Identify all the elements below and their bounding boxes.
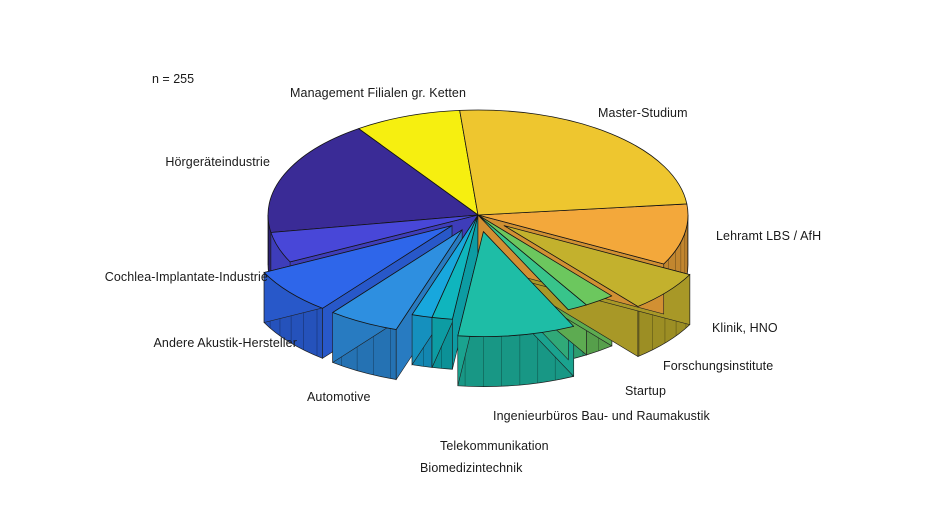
slice-label-startup: Startup	[625, 384, 667, 398]
pie-slice-top	[477, 214, 613, 306]
slice-label-management-filialen: Management Filialen gr. Ketten	[290, 86, 467, 100]
pie-slice-top	[457, 231, 575, 337]
slice-label-andere-akustik-hersteller: Andere Akustik-Hersteller	[153, 336, 297, 350]
slice-label-ingenieurbueros: Ingenieurbüros Bau- und Raumakustik	[493, 409, 710, 423]
slice-label-hoergeraeteindustrie: Hörgeräteindustrie	[165, 155, 270, 169]
slice-label-klinik-hno: Klinik, HNO	[712, 321, 778, 335]
slice-label-master-studium: Master-Studium	[598, 106, 688, 120]
pie-slice-top	[358, 110, 479, 216]
pie-slice-top	[503, 225, 691, 307]
slice-label-biomedizintechnik: Biomedizintechnik	[420, 461, 523, 475]
pie-slice-top	[477, 203, 689, 265]
pie-slice-top	[332, 229, 463, 330]
sample-size-annotation: n = 255	[152, 72, 195, 86]
pie-slice-top	[270, 214, 479, 263]
slice-label-cochlea-implantate: Cochlea-Implantate-Industrie	[104, 270, 268, 284]
slice-label-forschungsinstitute: Forschungsinstitute	[663, 359, 774, 373]
pie-slice-top	[431, 214, 479, 320]
slice-label-lehramt: Lehramt LBS / AfH	[716, 229, 822, 243]
pie-slice-top	[459, 109, 688, 216]
slice-label-telekommunikation: Telekommunikation	[440, 439, 549, 453]
slice-label-automotive: Automotive	[307, 390, 371, 404]
pie-slice-top	[263, 225, 453, 309]
pie-slice-top	[267, 128, 479, 233]
